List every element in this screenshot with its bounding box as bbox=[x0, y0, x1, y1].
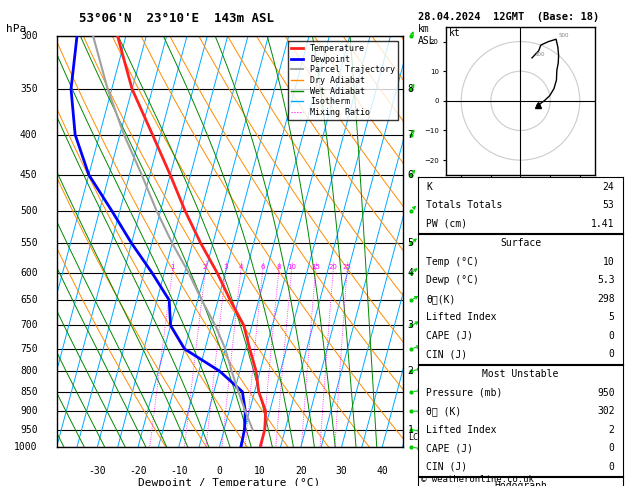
Text: 2: 2 bbox=[203, 263, 208, 270]
Text: 5: 5 bbox=[609, 312, 615, 322]
Text: 1.41: 1.41 bbox=[591, 219, 615, 228]
Text: 20: 20 bbox=[295, 466, 307, 476]
Legend: Temperature, Dewpoint, Parcel Trajectory, Dry Adiabat, Wet Adiabat, Isotherm, Mi: Temperature, Dewpoint, Parcel Trajectory… bbox=[287, 41, 398, 120]
Text: hPa: hPa bbox=[6, 24, 26, 34]
Text: 24: 24 bbox=[603, 182, 615, 191]
Text: -10: -10 bbox=[170, 466, 187, 476]
Text: 3: 3 bbox=[408, 320, 414, 330]
Text: 850: 850 bbox=[20, 387, 38, 397]
Text: 0: 0 bbox=[216, 466, 222, 476]
Text: 302: 302 bbox=[597, 406, 615, 416]
Text: 0: 0 bbox=[609, 331, 615, 341]
Text: 700: 700 bbox=[20, 320, 38, 330]
Text: 6: 6 bbox=[408, 170, 414, 180]
Text: 450: 450 bbox=[20, 170, 38, 180]
Text: θᴄ (K): θᴄ (K) bbox=[426, 406, 462, 416]
Text: 5: 5 bbox=[408, 238, 414, 248]
Text: Most Unstable: Most Unstable bbox=[482, 369, 559, 379]
Text: 500: 500 bbox=[20, 206, 38, 216]
Text: Totals Totals: Totals Totals bbox=[426, 200, 503, 210]
Text: PW (cm): PW (cm) bbox=[426, 219, 467, 228]
Text: 950: 950 bbox=[20, 425, 38, 434]
Text: Dewpoint / Temperature (°C): Dewpoint / Temperature (°C) bbox=[138, 478, 321, 486]
Text: 25: 25 bbox=[343, 263, 351, 270]
Text: 53: 53 bbox=[603, 200, 615, 210]
Text: 4: 4 bbox=[238, 263, 243, 270]
Text: 10: 10 bbox=[254, 466, 266, 476]
Text: 2: 2 bbox=[408, 366, 414, 376]
Text: Lifted Index: Lifted Index bbox=[426, 425, 497, 434]
Text: CIN (J): CIN (J) bbox=[426, 462, 467, 471]
Text: 600: 600 bbox=[20, 268, 38, 278]
Text: 40: 40 bbox=[376, 466, 388, 476]
Text: 20: 20 bbox=[328, 263, 337, 270]
Text: kt: kt bbox=[449, 28, 461, 37]
Text: LCL: LCL bbox=[408, 433, 423, 442]
Text: Surface: Surface bbox=[500, 239, 541, 248]
Text: 0: 0 bbox=[609, 443, 615, 453]
Text: K: K bbox=[426, 182, 432, 191]
Text: 6: 6 bbox=[260, 263, 265, 270]
Text: km: km bbox=[418, 24, 430, 34]
Text: -30: -30 bbox=[89, 466, 106, 476]
Text: 1: 1 bbox=[170, 263, 174, 270]
Text: 53°06'N  23°10'E  143m ASL: 53°06'N 23°10'E 143m ASL bbox=[79, 12, 274, 25]
Text: Hodograph: Hodograph bbox=[494, 482, 547, 486]
Text: 5.3: 5.3 bbox=[597, 276, 615, 285]
Text: Pressure (mb): Pressure (mb) bbox=[426, 388, 503, 398]
Text: 4: 4 bbox=[408, 268, 414, 278]
Text: 1: 1 bbox=[408, 425, 414, 434]
Text: 1000: 1000 bbox=[14, 442, 38, 452]
Text: 2: 2 bbox=[609, 425, 615, 434]
Text: -20: -20 bbox=[129, 466, 147, 476]
Text: 8: 8 bbox=[408, 84, 414, 94]
Text: 800: 800 bbox=[20, 366, 38, 376]
Text: 750: 750 bbox=[20, 344, 38, 354]
Text: 500: 500 bbox=[559, 33, 569, 38]
Text: 300: 300 bbox=[20, 32, 38, 41]
Text: 550: 550 bbox=[20, 238, 38, 248]
Text: Mixing Ratio (g/kg): Mixing Ratio (g/kg) bbox=[419, 215, 428, 310]
Text: θᴄ(K): θᴄ(K) bbox=[426, 294, 456, 304]
Text: 3: 3 bbox=[223, 263, 228, 270]
Text: 0: 0 bbox=[609, 462, 615, 471]
Text: 10: 10 bbox=[603, 257, 615, 267]
Text: CIN (J): CIN (J) bbox=[426, 349, 467, 359]
Text: 28.04.2024  12GMT  (Base: 18): 28.04.2024 12GMT (Base: 18) bbox=[418, 12, 599, 22]
Text: CAPE (J): CAPE (J) bbox=[426, 443, 474, 453]
Text: CAPE (J): CAPE (J) bbox=[426, 331, 474, 341]
Text: 900: 900 bbox=[20, 406, 38, 416]
Text: 400: 400 bbox=[20, 130, 38, 139]
Text: 298: 298 bbox=[597, 294, 615, 304]
Text: 300: 300 bbox=[535, 52, 545, 56]
Text: © weatheronline.co.uk: © weatheronline.co.uk bbox=[421, 474, 534, 484]
Text: Dewp (°C): Dewp (°C) bbox=[426, 276, 479, 285]
Text: 0: 0 bbox=[609, 349, 615, 359]
Text: 30: 30 bbox=[336, 466, 347, 476]
Text: 650: 650 bbox=[20, 295, 38, 305]
Text: 8: 8 bbox=[276, 263, 281, 270]
Text: 10: 10 bbox=[287, 263, 296, 270]
Text: Temp (°C): Temp (°C) bbox=[426, 257, 479, 267]
Text: 15: 15 bbox=[311, 263, 320, 270]
Text: 7: 7 bbox=[408, 130, 414, 139]
Text: Lifted Index: Lifted Index bbox=[426, 312, 497, 322]
Text: 950: 950 bbox=[597, 388, 615, 398]
Text: ASL: ASL bbox=[418, 36, 436, 46]
Text: 350: 350 bbox=[20, 84, 38, 94]
